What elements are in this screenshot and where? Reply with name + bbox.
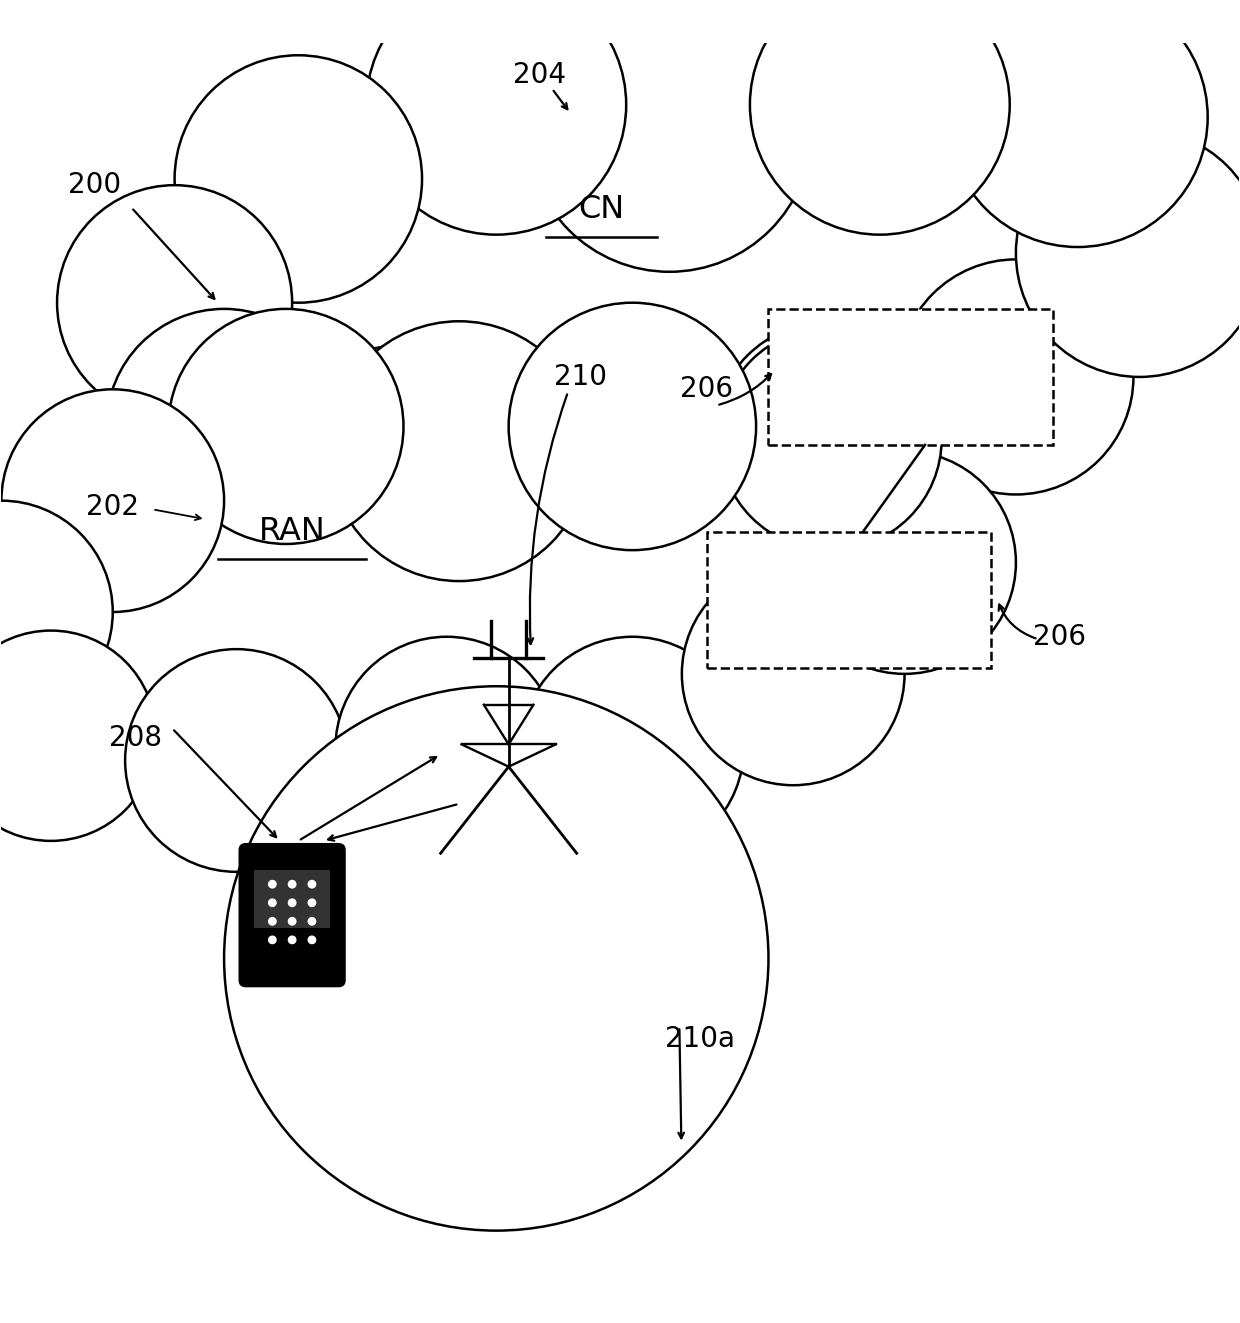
Circle shape — [269, 937, 277, 943]
Circle shape — [309, 881, 316, 888]
Circle shape — [289, 918, 296, 925]
Circle shape — [175, 56, 422, 303]
Bar — [769, 308, 1053, 445]
Circle shape — [280, 347, 515, 581]
FancyBboxPatch shape — [239, 844, 345, 986]
Circle shape — [713, 321, 947, 557]
Circle shape — [947, 0, 1208, 247]
Circle shape — [309, 937, 316, 943]
Circle shape — [1, 389, 224, 613]
Circle shape — [366, 0, 626, 234]
Circle shape — [508, 303, 756, 550]
Circle shape — [269, 881, 277, 888]
Circle shape — [289, 900, 296, 906]
Text: 210a: 210a — [666, 1025, 735, 1053]
Text: CN: CN — [578, 194, 625, 225]
Circle shape — [794, 451, 1016, 673]
Text: 208: 208 — [109, 724, 161, 753]
Circle shape — [527, 0, 812, 271]
Circle shape — [269, 918, 277, 925]
Circle shape — [898, 259, 1133, 495]
Circle shape — [269, 900, 277, 906]
Circle shape — [289, 937, 296, 943]
Text: 202: 202 — [87, 493, 139, 521]
Circle shape — [0, 631, 156, 841]
Text: 206: 206 — [680, 376, 733, 404]
Circle shape — [521, 636, 744, 860]
Circle shape — [330, 321, 589, 581]
Ellipse shape — [14, 407, 904, 742]
Circle shape — [682, 562, 904, 786]
Circle shape — [502, 321, 738, 557]
Bar — [707, 532, 991, 668]
Circle shape — [309, 900, 316, 906]
Circle shape — [336, 636, 558, 860]
Circle shape — [169, 308, 403, 544]
Text: 200: 200 — [68, 171, 120, 200]
Text: RAN: RAN — [259, 516, 326, 548]
Text: 206: 206 — [1033, 623, 1086, 651]
Circle shape — [57, 185, 293, 421]
Circle shape — [224, 687, 769, 1230]
Ellipse shape — [187, 93, 1152, 439]
Circle shape — [309, 918, 316, 925]
Circle shape — [1016, 130, 1240, 377]
Circle shape — [107, 308, 342, 544]
Circle shape — [0, 500, 113, 724]
Circle shape — [289, 881, 296, 888]
Bar — [254, 869, 330, 929]
Text: 210: 210 — [554, 363, 606, 390]
Text: 204: 204 — [513, 61, 567, 89]
Circle shape — [125, 650, 347, 872]
Circle shape — [750, 0, 1009, 234]
Circle shape — [719, 328, 941, 550]
